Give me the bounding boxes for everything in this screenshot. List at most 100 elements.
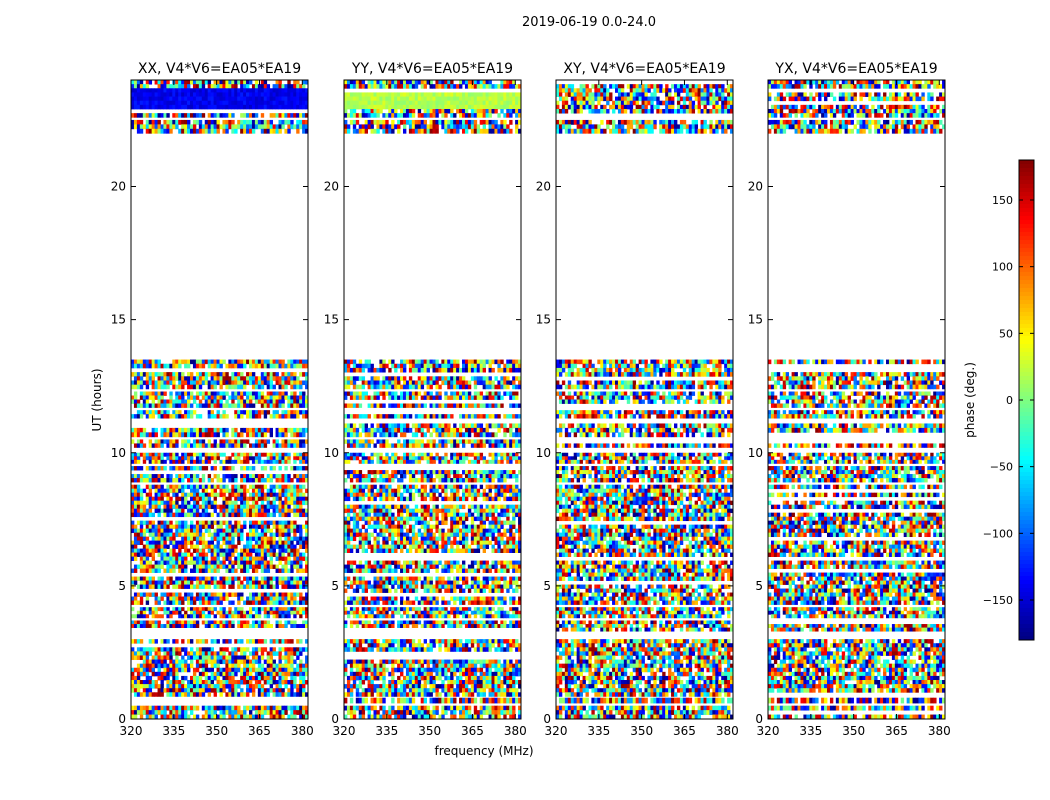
heatmap-cell — [231, 113, 235, 118]
heatmap-cell — [257, 100, 262, 106]
heatmap-cell — [243, 671, 247, 677]
heatmap-cell — [379, 671, 383, 677]
heatmap-cell — [293, 592, 297, 597]
heatmap-cell — [246, 540, 250, 545]
heatmap-cell — [133, 528, 138, 534]
heatmap-cell — [148, 113, 153, 118]
heatmap-cell — [403, 714, 407, 719]
heatmap-cell — [263, 520, 268, 526]
heatmap-cell — [263, 596, 268, 601]
heatmap-cell — [444, 663, 448, 669]
heatmap-cell — [482, 688, 486, 693]
heatmap-cell — [210, 363, 214, 369]
heatmap-cell — [470, 663, 475, 669]
heatmap-cell — [184, 564, 188, 569]
heatmap-cell — [385, 647, 389, 652]
heatmap-cell — [456, 639, 460, 644]
heatmap-cell — [166, 584, 170, 589]
heatmap-cell — [281, 607, 285, 612]
heatmap-cell — [157, 410, 161, 415]
heatmap-cell — [142, 532, 147, 538]
heatmap-cell — [210, 88, 214, 93]
heatmap-cell — [210, 380, 214, 386]
heatmap-cell — [249, 96, 253, 102]
heatmap-cell — [169, 610, 173, 615]
heatmap-cell — [251, 584, 256, 589]
heatmap-cell — [136, 459, 141, 464]
heatmap-cell — [257, 492, 262, 498]
heatmap-cell — [403, 684, 407, 689]
heatmap-cell — [403, 710, 407, 715]
heatmap-cell — [243, 584, 247, 589]
heatmap-cell — [305, 620, 308, 625]
heatmap-cell — [290, 692, 294, 697]
heatmap-cell — [175, 508, 179, 514]
heatmap-cell — [479, 697, 484, 704]
heatmap-cell — [157, 496, 161, 502]
heatmap-cell — [417, 663, 422, 669]
heatmap-cell — [379, 659, 383, 665]
heatmap-cell — [293, 600, 297, 605]
heatmap-cell — [290, 663, 294, 669]
heatmap-cell — [151, 474, 155, 479]
heatmap-cell — [305, 556, 308, 561]
heatmap-cell — [251, 544, 256, 549]
heatmap-cell — [175, 607, 179, 612]
heatmap-cell — [172, 564, 176, 569]
heatmap-cell — [190, 410, 194, 415]
heatmap-cell — [133, 564, 138, 569]
heatmap-cell — [157, 488, 161, 494]
heatmap-cell — [254, 580, 259, 585]
heatmap-cell — [225, 520, 229, 526]
heatmap-cell — [190, 532, 194, 538]
heatmap-cell — [391, 680, 395, 685]
heatmap-cell — [278, 544, 282, 549]
heatmap-cell — [290, 500, 294, 506]
heatmap-cell — [210, 647, 214, 652]
heatmap-cell — [190, 359, 194, 365]
heatmap-cell — [249, 671, 253, 677]
heatmap-cell — [464, 697, 469, 704]
heatmap-cell — [275, 552, 279, 557]
heatmap-cell — [509, 680, 513, 685]
heatmap-cell — [464, 671, 469, 677]
heatmap-cell — [190, 705, 194, 711]
heatmap-cell — [243, 504, 247, 510]
heatmap-cell — [219, 403, 223, 408]
heatmap-cell — [344, 667, 348, 673]
heatmap-cell — [263, 443, 268, 448]
heatmap-cell — [184, 439, 188, 444]
heatmap-cell — [207, 359, 212, 365]
heatmap-cell — [145, 492, 150, 498]
heatmap-cell — [257, 92, 262, 97]
heatmap-cell — [488, 671, 492, 677]
heatmap-cell — [195, 384, 200, 390]
heatmap-cell — [187, 372, 191, 377]
heatmap-cell — [133, 414, 138, 419]
heatmap-cell — [417, 667, 422, 673]
heatmap-cell — [240, 671, 244, 677]
heatmap-cell — [201, 651, 206, 656]
heatmap-cell — [284, 576, 288, 581]
heatmap-cell — [157, 128, 161, 134]
heatmap-cell — [198, 427, 203, 433]
heatmap-cell — [260, 647, 265, 652]
heatmap-cell — [272, 688, 276, 693]
heatmap-cell — [175, 556, 179, 561]
heatmap-cell — [346, 647, 351, 652]
heatmap-cell — [397, 643, 401, 648]
heatmap-cell — [246, 504, 250, 510]
heatmap-cell — [476, 710, 481, 715]
heatmap-cell — [181, 620, 185, 625]
heatmap-cell — [157, 624, 161, 628]
heatmap-cell — [269, 655, 273, 660]
heatmap-cell — [382, 659, 386, 665]
heatmap-cell — [145, 524, 150, 530]
heatmap-cell — [305, 600, 308, 605]
heatmap-cell — [195, 488, 200, 494]
heatmap-cell — [216, 544, 220, 549]
heatmap-cell — [305, 512, 308, 518]
heatmap-cell — [222, 624, 226, 628]
heatmap-cell — [246, 104, 250, 110]
heatmap-cell — [408, 697, 413, 704]
